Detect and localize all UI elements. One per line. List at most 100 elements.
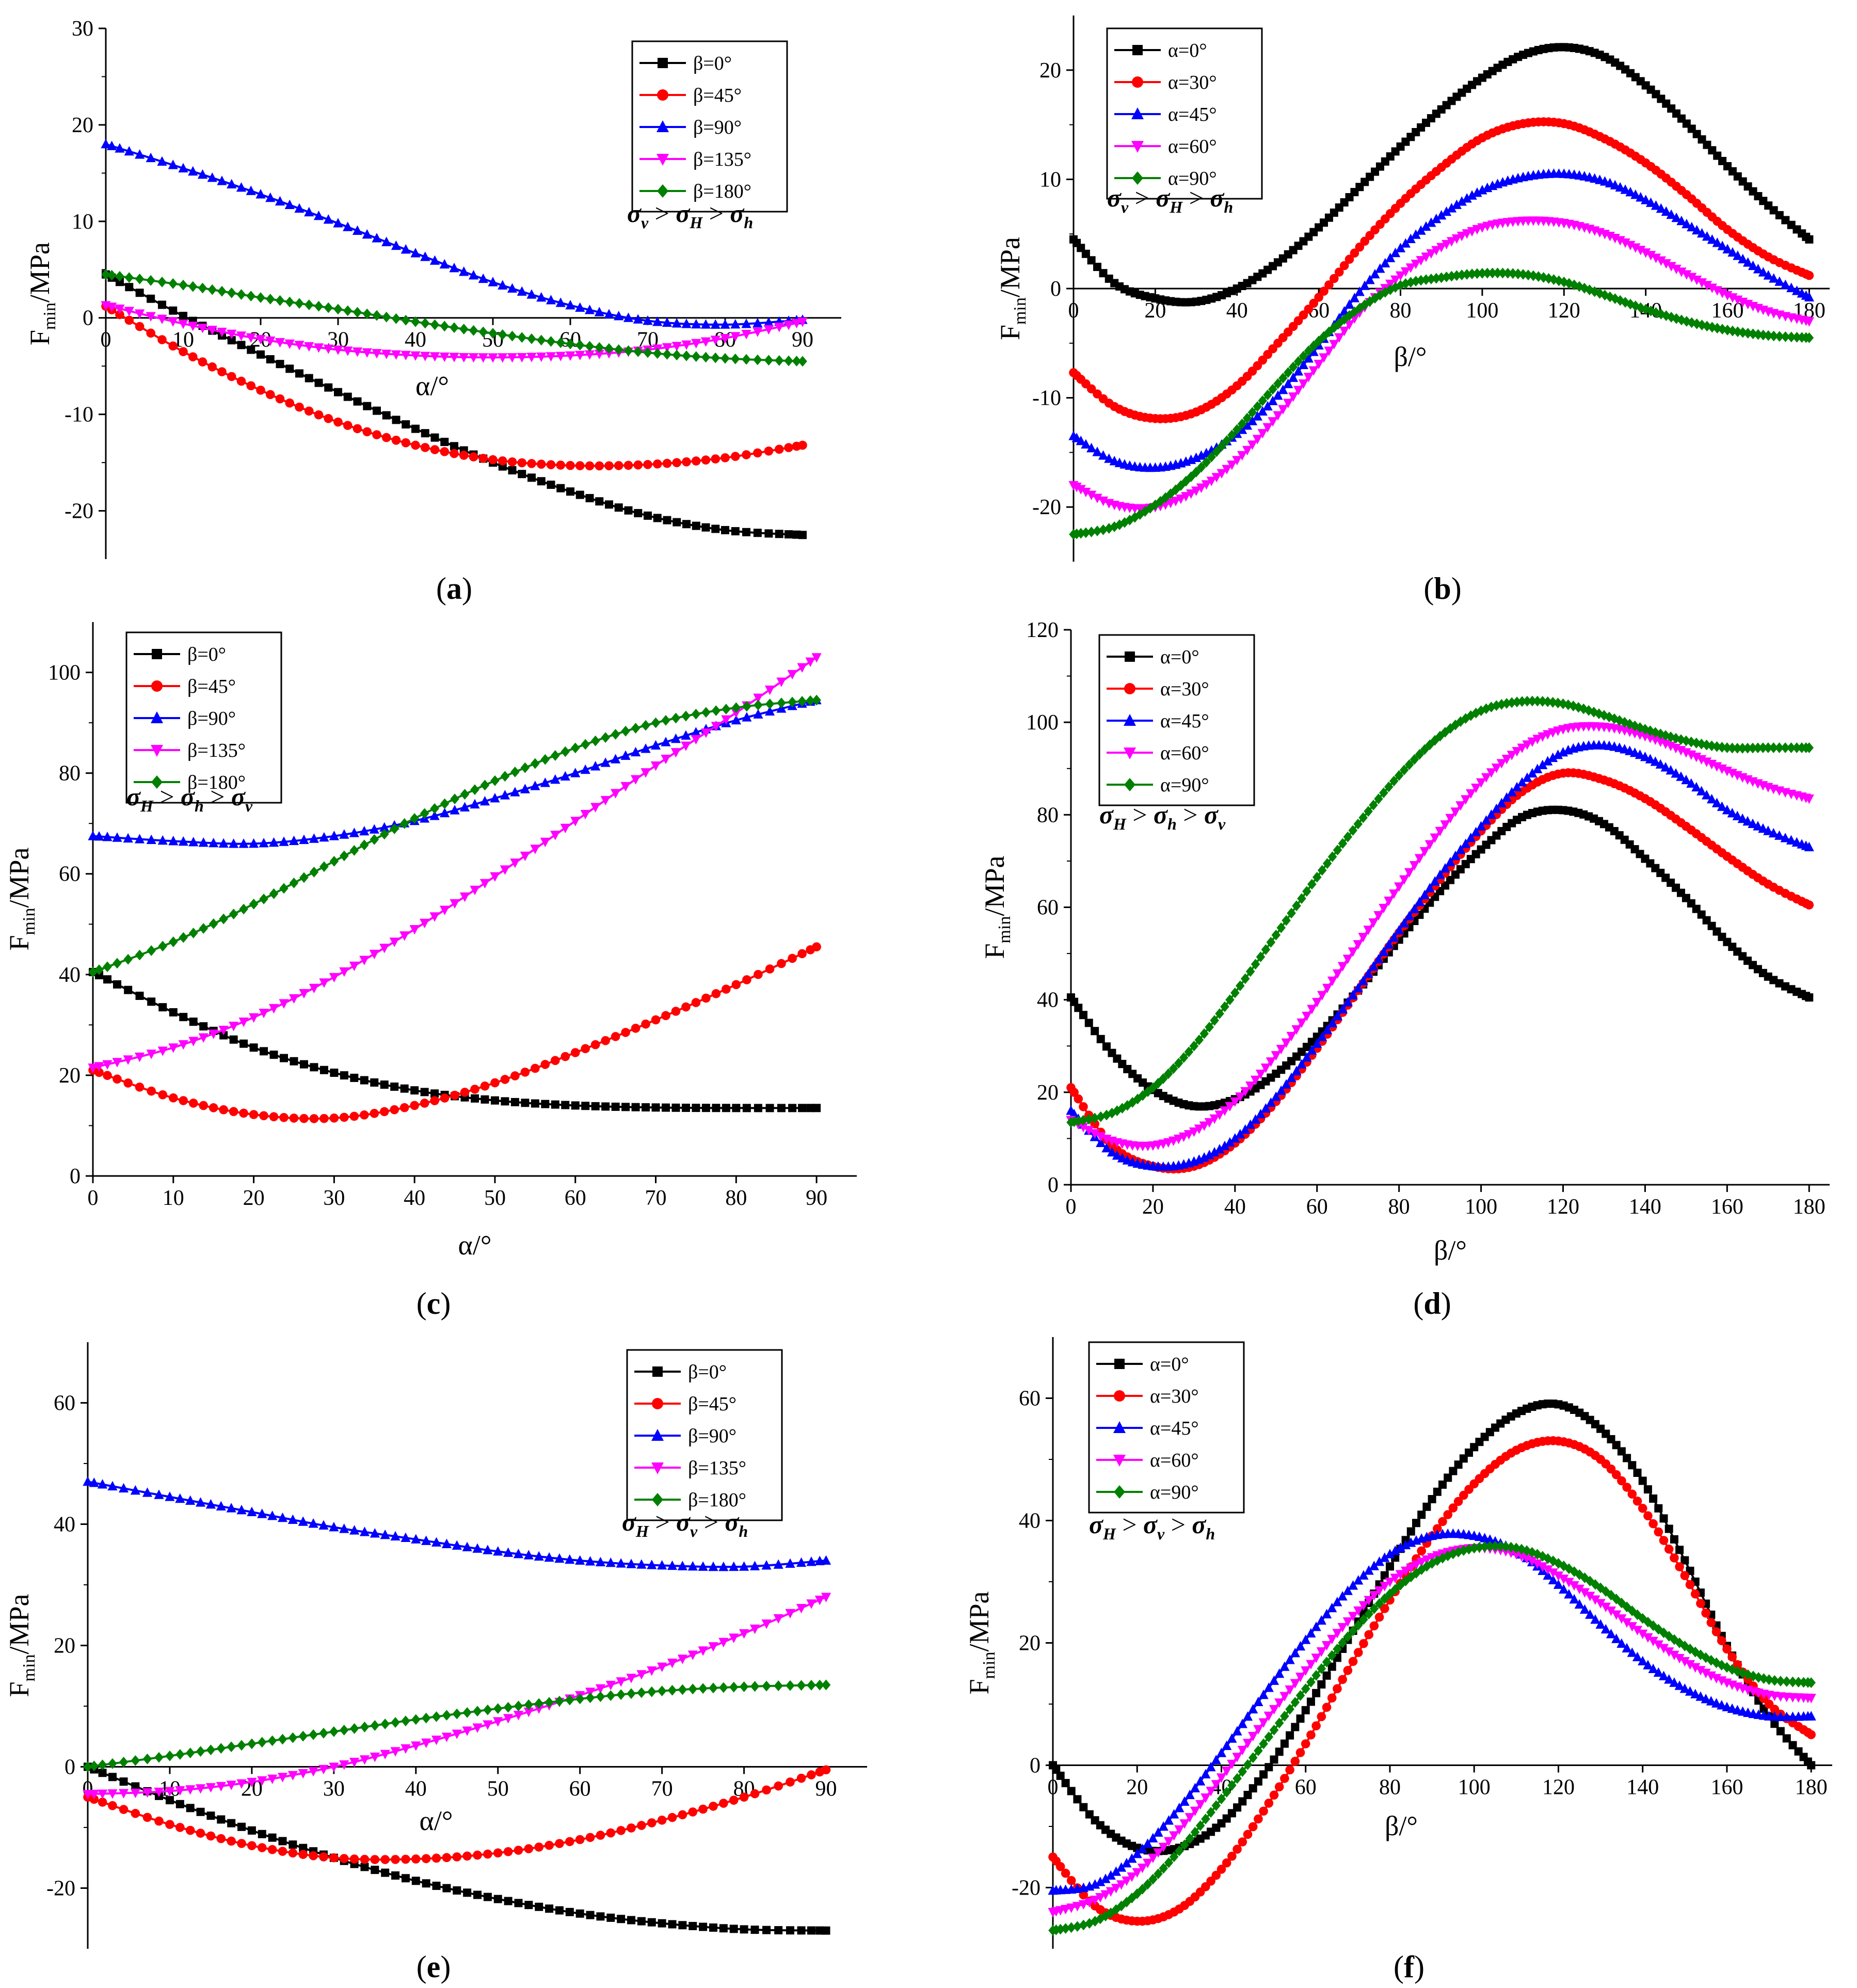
data-point [295,402,304,412]
data-point [556,460,566,470]
data-point [739,1561,749,1571]
data-point [1656,309,1666,320]
data-point [227,1741,236,1753]
data-point [1476,821,1486,831]
data-point [535,1902,543,1911]
data-point [339,1854,349,1863]
data-point [94,1068,104,1077]
data-point [1259,1806,1268,1816]
data-point [1691,782,1702,792]
data-point [1682,218,1692,229]
data-point [754,699,763,711]
data-point [1211,1780,1221,1790]
data-point [219,1031,228,1040]
data-point [1242,412,1252,424]
data-point [360,1722,370,1732]
data-point [1706,1618,1716,1627]
data-point [1380,1604,1389,1613]
data-point [175,1800,184,1808]
data-point [318,1764,329,1775]
data-point [1324,326,1334,338]
data-point [1317,1031,1327,1041]
data-point [1527,768,1538,778]
data-point [1380,258,1390,268]
data-point [1374,1586,1385,1596]
data-point [1405,263,1416,273]
series-line [87,1683,826,1768]
data-point [1066,1903,1077,1913]
data-point [158,1003,167,1012]
data-point [1764,1674,1774,1685]
data-point [199,923,209,934]
data-point [1538,1562,1548,1572]
data-point [550,1056,560,1065]
data-point [459,892,470,902]
data-point [1446,203,1457,213]
data-point [1411,259,1421,269]
data-point [1316,1615,1326,1625]
data-point [575,1693,585,1705]
legend-label: β=45° [187,676,236,697]
data-point [1339,261,1349,271]
data-point [1656,256,1666,266]
x-tick-label: 30 [323,1186,345,1210]
data-point [380,1080,389,1089]
legend-marker [658,58,668,68]
data-point [565,351,575,361]
legend-marker [1132,45,1143,55]
data-point [498,456,507,466]
data-point [1369,1591,1379,1601]
data-point [545,1904,554,1913]
data-point [1190,1826,1200,1838]
data-point [1230,1133,1240,1143]
y-tick-label: 0 [1050,277,1061,301]
data-point [1404,759,1414,770]
data-point [536,335,546,346]
data-point [787,670,797,680]
data-point [1645,251,1656,261]
data-point [510,766,520,777]
data-point [1216,469,1227,479]
data-point [399,1103,409,1112]
data-point [1748,818,1758,829]
data-point [1319,331,1328,342]
data-point [185,1747,195,1759]
data-point [1648,1519,1658,1529]
legend-marker [151,775,163,789]
data-point [1211,473,1222,483]
data-point [207,284,217,295]
data-point [343,221,353,231]
data-point [1230,1097,1240,1107]
data-point [1322,1024,1333,1035]
data-point [501,1097,509,1106]
data-point [1364,1630,1373,1640]
data-point [672,458,682,468]
data-point [1379,787,1388,799]
data-point [1232,456,1242,466]
x-tick-label: 20 [1126,1776,1148,1800]
x-tick-label: 100 [1465,1195,1497,1219]
data-point [1421,1555,1432,1565]
data-point [1527,737,1538,747]
data-point [1807,1761,1816,1770]
data-point [359,956,370,965]
data-point [229,1107,238,1117]
data-point [1253,1725,1263,1735]
x-tick-label: 30 [323,1777,345,1801]
data-point [1205,1022,1214,1033]
legend-label: β=90° [693,117,742,138]
data-point [764,685,775,695]
data-point [634,509,643,518]
data-point [541,1100,550,1108]
data-point [95,971,104,980]
legend-marker [1113,1455,1126,1467]
data-point [1104,453,1114,463]
data-point [188,352,198,362]
data-point [1266,1097,1276,1107]
data-point [1655,759,1666,769]
data-point [1804,841,1814,852]
data-point [510,1098,519,1106]
data-point [596,1912,605,1921]
data-point [565,1907,574,1916]
data-point [1067,1787,1076,1795]
